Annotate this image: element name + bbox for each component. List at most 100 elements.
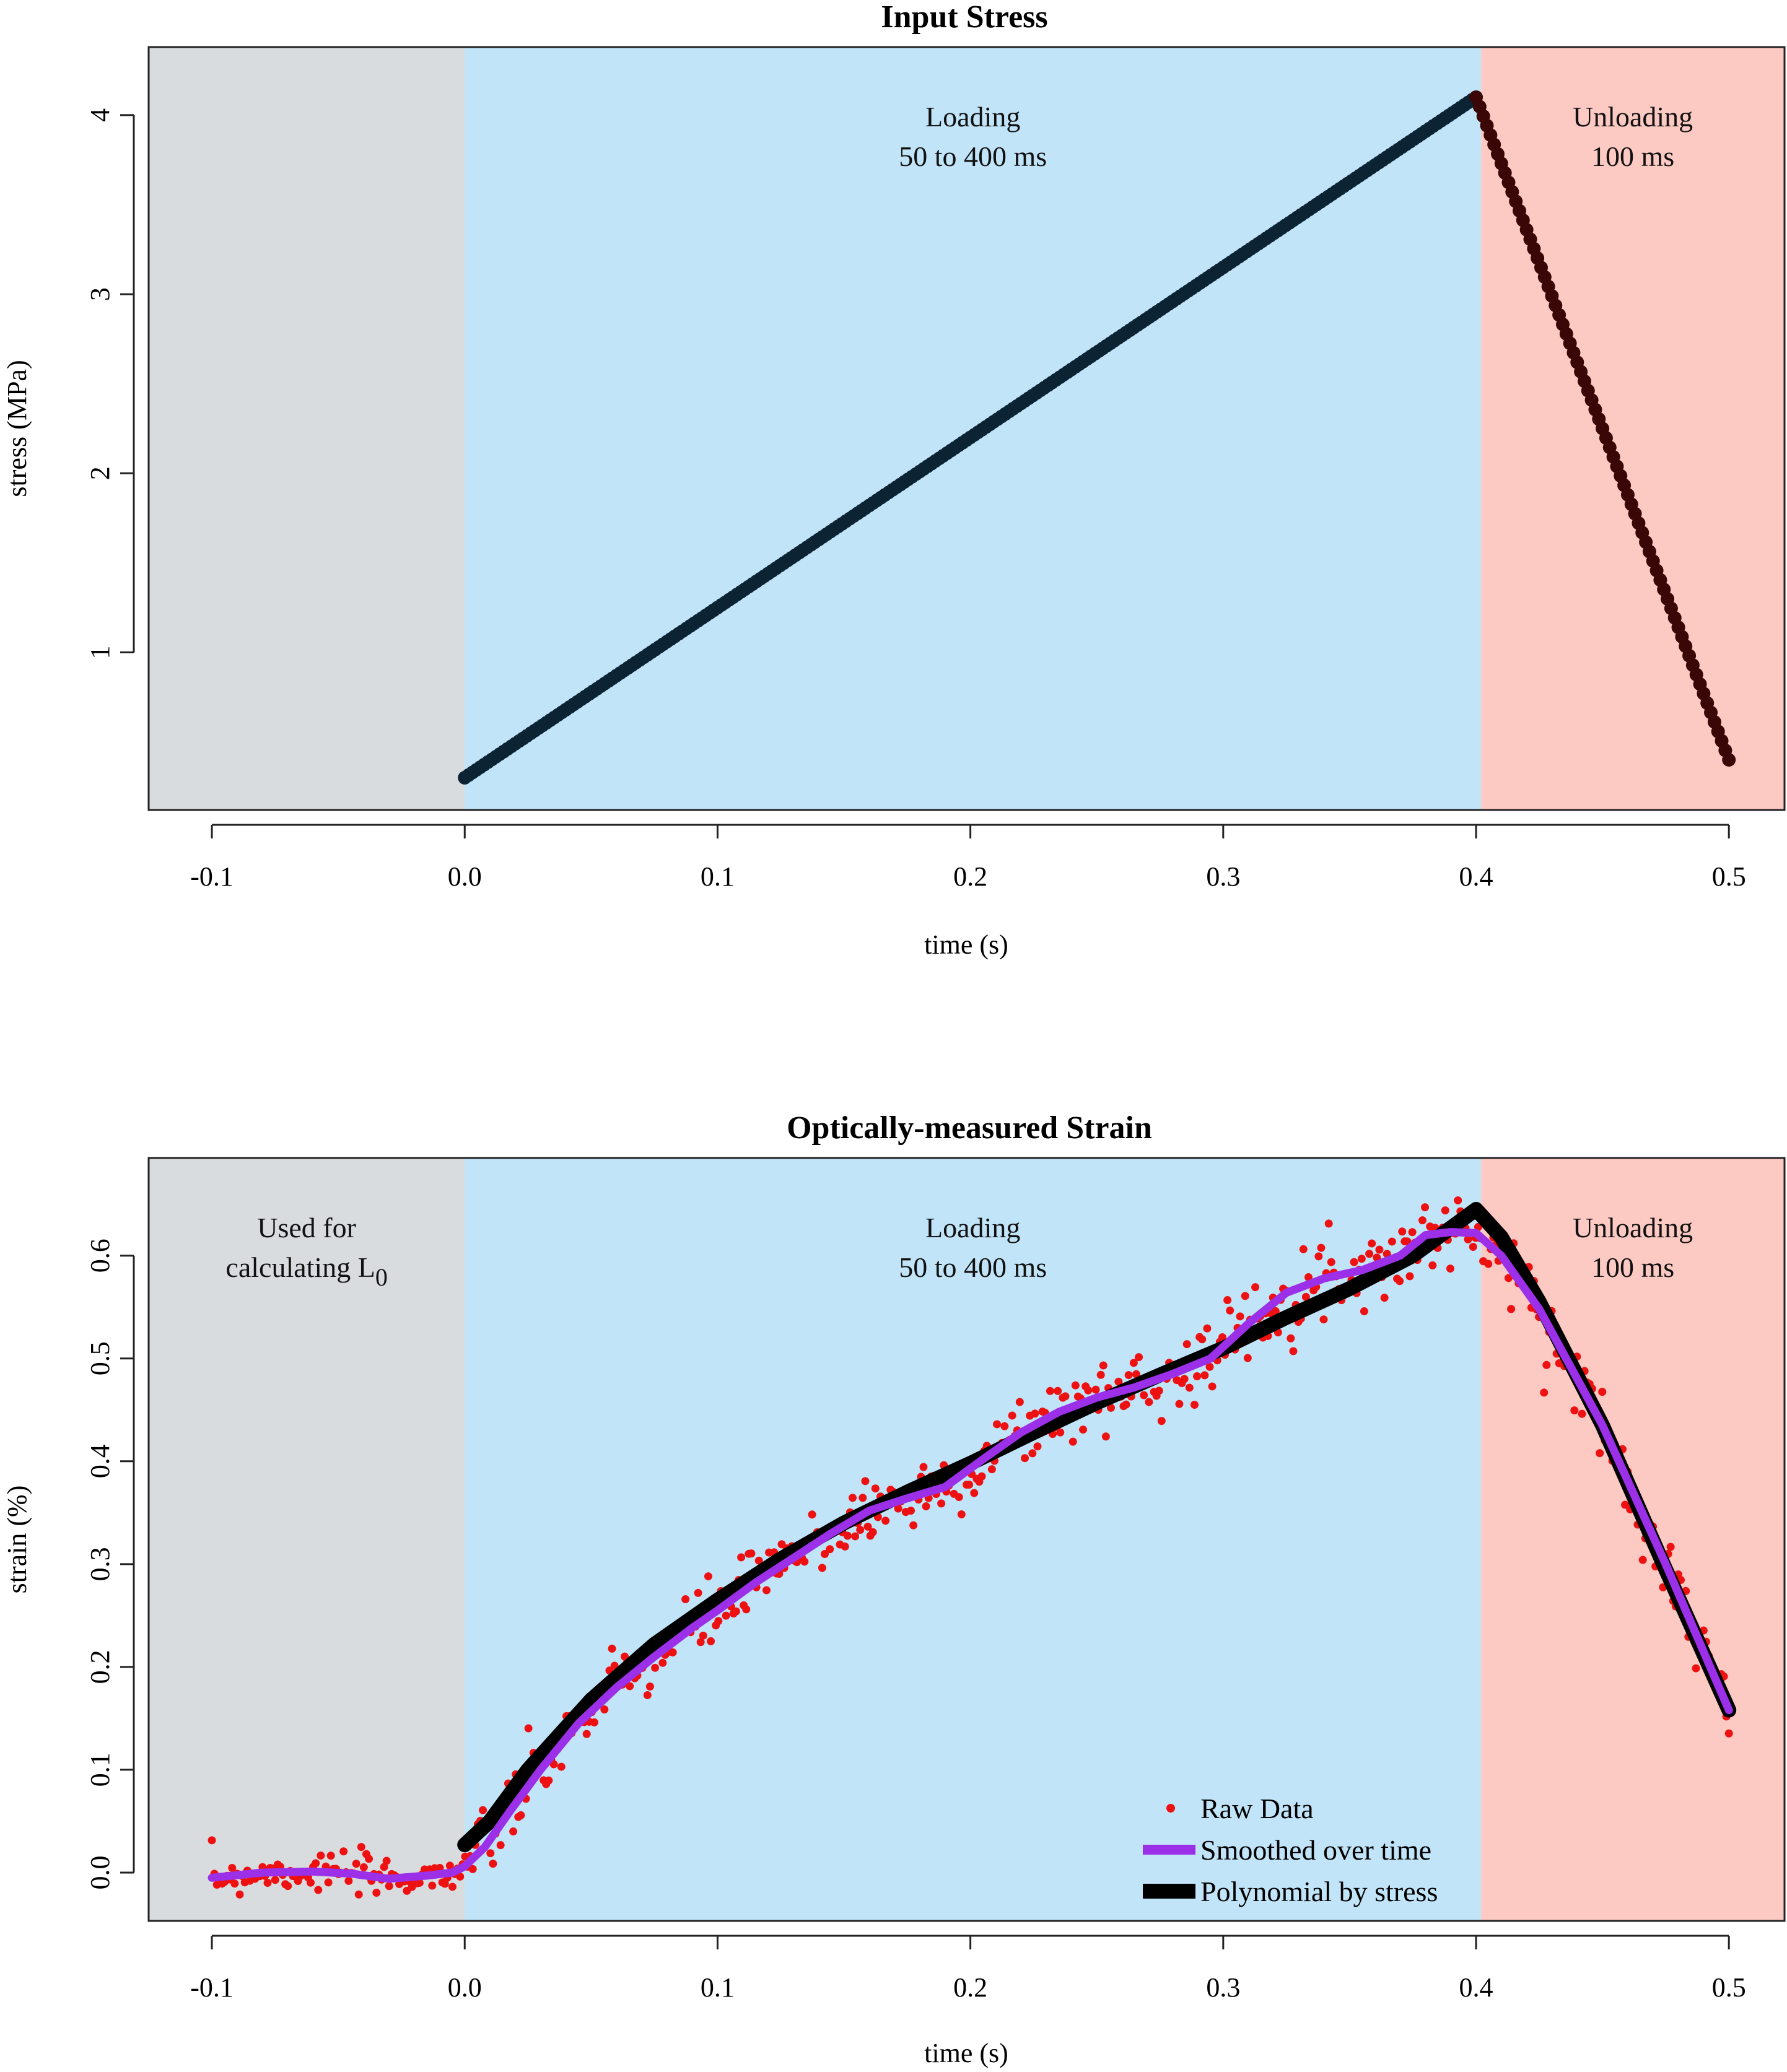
strain-raw-point bbox=[1464, 1235, 1472, 1243]
strain-raw-point bbox=[970, 1489, 979, 1497]
strain-raw-point bbox=[1135, 1353, 1143, 1362]
strain-raw-point bbox=[1446, 1265, 1454, 1273]
strain-raw-point bbox=[1578, 1409, 1586, 1418]
strain-raw-point bbox=[919, 1463, 928, 1471]
strain-raw-point bbox=[1542, 1360, 1551, 1369]
strain-loading-annotation-line-1: 50 to 400 ms bbox=[899, 1251, 1047, 1283]
strain-raw-point bbox=[1289, 1347, 1298, 1356]
strain-raw-point bbox=[922, 1502, 930, 1511]
strain-raw-point bbox=[937, 1499, 946, 1508]
strain-raw-point bbox=[1319, 1315, 1328, 1324]
strain-raw-point bbox=[1015, 1398, 1024, 1406]
strain-raw-point bbox=[714, 1617, 723, 1626]
strain-raw-point bbox=[1031, 1409, 1039, 1418]
strain-raw-point bbox=[263, 1878, 272, 1887]
strain-raw-point bbox=[1198, 1335, 1207, 1344]
strain-raw-point bbox=[1360, 1307, 1368, 1316]
strain-raw-point bbox=[1182, 1340, 1191, 1349]
legend-polynomial-label: Polynomial by stress bbox=[1200, 1876, 1438, 1907]
strain-unloading-annotation-line-0: Unloading bbox=[1573, 1212, 1693, 1243]
strain-raw-point bbox=[699, 1631, 707, 1640]
strain-raw-point bbox=[385, 1882, 393, 1891]
stress-unloading-point bbox=[1722, 753, 1736, 767]
strain-raw-point bbox=[479, 1806, 487, 1814]
strain-raw-point bbox=[590, 1718, 598, 1726]
strain-raw-point bbox=[448, 1883, 457, 1891]
strain-raw-point bbox=[1396, 1277, 1404, 1286]
strain-raw-point bbox=[1193, 1372, 1202, 1380]
strain-raw-point bbox=[1114, 1377, 1123, 1386]
strain-raw-point bbox=[1441, 1206, 1449, 1215]
strain-raw-point bbox=[1200, 1371, 1209, 1380]
strain-raw-point bbox=[1271, 1307, 1280, 1315]
stress-chart-x-axis: -0.1 0.0 0.1 0.2 0.3 0.4 0.5 bbox=[190, 824, 1746, 892]
strain-raw-point bbox=[1387, 1237, 1396, 1246]
strain-raw-point bbox=[1033, 1442, 1042, 1451]
strain-raw-point bbox=[643, 1691, 652, 1699]
strain-raw-point bbox=[1469, 1243, 1477, 1251]
strain-raw-point bbox=[704, 1572, 712, 1581]
strain-raw-point bbox=[1375, 1245, 1384, 1254]
strain-raw-point bbox=[1155, 1386, 1163, 1395]
stress-region-baseline bbox=[149, 47, 465, 810]
strain-raw-point bbox=[324, 1878, 333, 1887]
strain-raw-point bbox=[415, 1878, 424, 1887]
strain-raw-point bbox=[486, 1849, 495, 1858]
strain-raw-point bbox=[1129, 1359, 1138, 1367]
strain-raw-point bbox=[1428, 1261, 1437, 1269]
strain-raw-point bbox=[993, 1420, 1002, 1429]
strain-raw-point bbox=[907, 1507, 915, 1515]
strain-x-tick-label: 0.2 bbox=[953, 1972, 987, 2003]
strain-raw-point bbox=[863, 1522, 872, 1531]
strain-raw-point bbox=[230, 1879, 239, 1888]
strain-raw-point bbox=[1145, 1398, 1153, 1406]
strain-raw-point bbox=[359, 1863, 368, 1871]
strain-raw-point bbox=[1218, 1333, 1226, 1341]
stress-x-tick-label: 0.5 bbox=[1712, 861, 1746, 892]
strain-raw-point bbox=[1357, 1255, 1366, 1263]
strain-raw-point bbox=[668, 1648, 677, 1656]
strain-raw-point bbox=[843, 1531, 852, 1540]
strain-raw-point bbox=[747, 1549, 756, 1558]
strain-raw-point bbox=[314, 1886, 323, 1894]
stress-x-tick-label: 0.3 bbox=[1206, 861, 1240, 892]
strain-raw-point bbox=[339, 1847, 348, 1856]
legend-raw-data-marker bbox=[1166, 1804, 1175, 1813]
strain-raw-point bbox=[456, 1872, 465, 1881]
strain-raw-point bbox=[1190, 1401, 1199, 1409]
strain-raw-point bbox=[1474, 1222, 1482, 1231]
strain-raw-point bbox=[1368, 1239, 1376, 1248]
stress-x-tick-label: 0.0 bbox=[448, 861, 482, 892]
strain-raw-point bbox=[881, 1517, 890, 1525]
strain-raw-point bbox=[965, 1481, 974, 1489]
strain-raw-point bbox=[1484, 1260, 1493, 1268]
strain-raw-point bbox=[1596, 1449, 1604, 1458]
stress-y-tick-label: 1 bbox=[85, 646, 115, 659]
strain-raw-point bbox=[1061, 1392, 1070, 1401]
strain-raw-point bbox=[1287, 1334, 1295, 1343]
strain-x-tick-label: 0.3 bbox=[1206, 1972, 1240, 2003]
strain-raw-point bbox=[987, 1465, 996, 1474]
strain-x-tick-label: 0.1 bbox=[701, 1972, 735, 2003]
strain-x-tick-label: 0.4 bbox=[1459, 1972, 1493, 2003]
legend-raw-data-label: Raw Data bbox=[1200, 1793, 1314, 1824]
strain-raw-point bbox=[1107, 1403, 1116, 1412]
strain-raw-point bbox=[1101, 1432, 1110, 1441]
strain-raw-point bbox=[754, 1556, 763, 1565]
strain-raw-point bbox=[1405, 1272, 1414, 1281]
strain-chart-legend: Raw Data Smoothed over time Polynomial b… bbox=[1143, 1793, 1438, 1907]
stress-chart-region-annotations: Loading 50 to 400 ms Unloading 100 ms bbox=[899, 101, 1693, 172]
stress-unloading-annotation-line-0: Unloading bbox=[1573, 101, 1693, 133]
strain-loading-annotation-line-0: Loading bbox=[925, 1212, 1020, 1243]
strain-chart-y-axis: 0.0 0.1 0.2 0.3 0.4 0.5 0.6 bbox=[85, 1238, 135, 1889]
strain-raw-point bbox=[696, 1638, 705, 1647]
stress-chart: Loading 50 to 400 ms Unloading 100 ms Input… bbox=[2, 0, 1786, 960]
strain-baseline-annotation-subscript: 0 bbox=[375, 1263, 388, 1291]
strain-raw-point bbox=[1408, 1228, 1417, 1237]
strain-raw-point bbox=[1091, 1385, 1100, 1394]
strain-raw-point bbox=[271, 1876, 279, 1884]
strain-chart-y-axis-label: strain (%) bbox=[2, 1486, 32, 1594]
strain-raw-point bbox=[326, 1852, 335, 1860]
strain-raw-point bbox=[1046, 1386, 1054, 1395]
stress-chart-plot-frame bbox=[147, 46, 1786, 811]
